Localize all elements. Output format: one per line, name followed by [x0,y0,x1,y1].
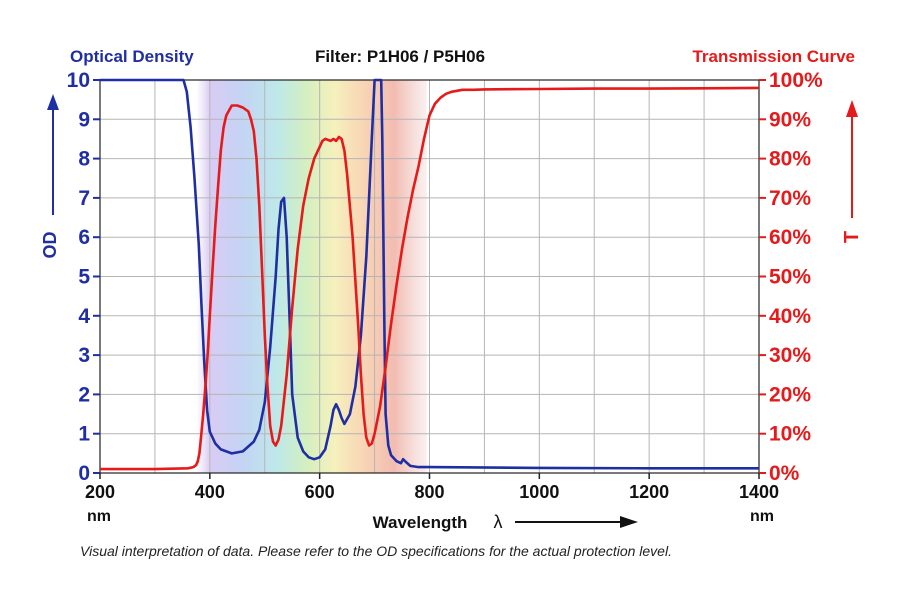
y-tick-label-right: 20% [769,383,811,406]
x-unit-left: nm [87,508,111,525]
y-tick-label-right: 70% [769,187,811,210]
y-tick-label-left: 2 [78,383,90,406]
y-tick-label-right: 0% [769,462,800,485]
y-tick-label-left: 10 [67,69,90,92]
y-tick-label-left: 3 [78,344,90,367]
left-header: Optical Density [70,47,194,66]
y-tick-label-left: 9 [78,108,90,131]
y-tick-label-right: 80% [769,148,811,171]
y-tick-label-left: 1 [78,423,90,446]
y-tick-label-right: 40% [769,305,811,328]
x-tick-label: 1200 [629,482,669,502]
transmission-line [100,86,760,471]
y-ticks-left: 0 1 2 3 4 5 6 7 8 9 10 [67,69,100,485]
y-ticks-right: 0% 10% 20% 30% 40% 50% 60% 70% 80% 90% 100% [759,69,823,485]
x-tick-label: 1000 [519,482,559,502]
chart-title: Filter: P1H06 / P5H06 [315,47,485,66]
y-tick-label-right: 90% [769,108,811,131]
y-tick-label-left: 5 [78,266,90,289]
lambda-symbol: λ [494,512,503,532]
x-tick-label: 400 [195,482,225,502]
y-tick-label-right: 60% [769,226,811,249]
y-tick-label-left: 4 [78,305,90,328]
y-tick-label-right: 100% [769,69,823,92]
grid [99,79,760,474]
right-axis-arrow [846,100,858,218]
y-tick-label-right: 30% [769,344,811,367]
left-axis-label: OD [40,231,60,258]
x-axis-arrow [515,516,638,528]
left-axis-arrow [47,94,59,215]
caption: Visual interpretation of data. Please re… [80,543,672,559]
x-ticks: 200 400 600 800 1000 1200 1400 [85,473,779,502]
y-tick-label-right: 50% [769,266,811,289]
x-tick-label: 200 [85,482,115,502]
x-tick-label: 1400 [739,482,779,502]
y-tick-label-left: 6 [78,226,90,249]
y-tick-label-left: 7 [78,187,90,210]
x-axis-label: Wavelength [373,513,468,532]
right-axis-label: T [841,231,863,243]
y-tick-label-left: 8 [78,148,90,171]
od-line [100,78,759,470]
x-tick-label: 800 [414,482,444,502]
right-header: Transmission Curve [692,47,855,66]
y-tick-label-right: 10% [769,423,811,446]
y-tick-label-left: 0 [78,462,90,485]
x-unit-right: nm [750,508,774,525]
x-tick-label: 600 [305,482,335,502]
